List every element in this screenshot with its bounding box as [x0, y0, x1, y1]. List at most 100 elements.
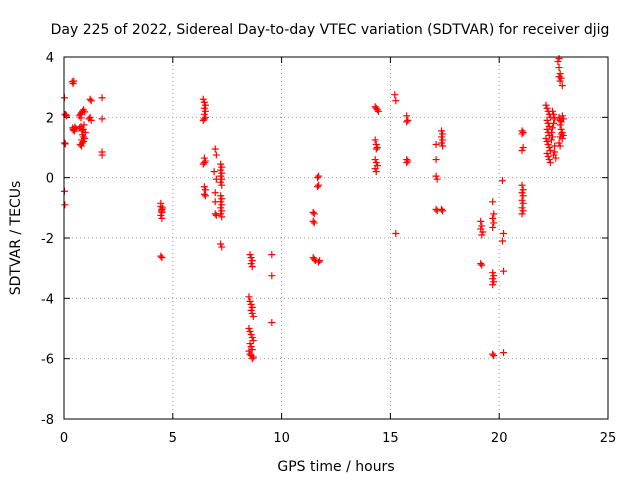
data-point: [218, 169, 226, 177]
data-point: [200, 183, 208, 191]
data-point: [542, 134, 550, 142]
data-point: [477, 260, 485, 268]
data-point: [489, 198, 497, 206]
data-point: [551, 148, 559, 156]
data-point: [247, 343, 255, 351]
data-point: [201, 107, 209, 115]
data-point: [211, 189, 219, 197]
data-point: [61, 140, 69, 148]
data-point: [432, 156, 440, 164]
data-point: [81, 108, 89, 116]
data-point: [490, 278, 498, 286]
data-point: [157, 211, 165, 219]
data-point: [200, 98, 208, 106]
data-point: [543, 104, 551, 112]
data-point: [80, 121, 88, 129]
data-point: [249, 353, 257, 361]
data-point: [217, 166, 225, 174]
data-point: [246, 328, 254, 336]
data-point: [217, 198, 225, 206]
data-point: [555, 64, 563, 72]
data-point: [218, 163, 226, 171]
data-point: [315, 258, 323, 266]
data-point: [211, 145, 219, 153]
data-point: [217, 172, 225, 180]
data-point: [373, 106, 381, 114]
data-point: [558, 134, 566, 142]
data-point: [246, 340, 254, 348]
data-point: [542, 101, 550, 109]
plot-border: [63, 56, 609, 420]
data-point: [518, 189, 526, 197]
y-tick-label: 0: [46, 172, 54, 187]
data-point: [247, 300, 255, 308]
data-point: [543, 125, 551, 133]
data-point: [200, 104, 208, 112]
data-points: [60, 55, 567, 363]
data-point: [78, 139, 86, 147]
data-point: [86, 113, 94, 121]
data-point: [547, 128, 555, 136]
data-point: [200, 115, 208, 123]
data-point: [210, 168, 218, 176]
data-point: [200, 190, 208, 198]
data-point: [309, 208, 317, 216]
data-point: [199, 160, 207, 168]
data-point: [249, 312, 257, 320]
data-point: [550, 119, 558, 127]
data-point: [62, 111, 70, 119]
data-point: [489, 269, 497, 277]
data-point: [545, 144, 553, 151]
data-point: [519, 192, 527, 200]
data-point: [201, 101, 209, 109]
data-point: [157, 202, 165, 210]
y-tick-label: 2: [46, 111, 54, 126]
y-tick-label: -6: [41, 353, 54, 368]
data-point: [247, 331, 255, 339]
data-point: [519, 144, 527, 151]
data-point: [403, 112, 411, 120]
data-point: [439, 130, 447, 138]
data-point: [558, 128, 566, 136]
data-point: [549, 107, 557, 115]
data-point: [489, 223, 497, 231]
data-point: [555, 55, 563, 63]
data-point: [217, 192, 225, 200]
data-point: [479, 228, 487, 236]
data-point: [550, 110, 558, 118]
data-point: [500, 267, 508, 275]
data-point: [246, 350, 254, 358]
data-point: [248, 309, 256, 317]
data-point: [309, 217, 317, 225]
data-point: [217, 210, 225, 218]
data-point: [391, 91, 399, 99]
data-point: [519, 186, 527, 194]
x-tick-label: 25: [600, 431, 617, 446]
data-point: [268, 318, 276, 326]
data-point: [217, 240, 225, 248]
data-point: [247, 254, 255, 262]
data-point: [70, 77, 78, 85]
data-point: [316, 257, 324, 265]
data-point: [98, 94, 106, 102]
data-point: [78, 127, 86, 135]
data-point: [157, 207, 165, 215]
data-point: [556, 77, 564, 85]
data-point: [558, 112, 566, 120]
data-point: [518, 181, 526, 189]
data-point: [201, 192, 209, 200]
data-point: [69, 126, 77, 134]
data-point: [478, 231, 486, 239]
data-point: [404, 157, 412, 165]
data-point: [218, 195, 226, 203]
data-point: [490, 272, 498, 280]
data-point: [518, 147, 526, 155]
data-point: [310, 255, 318, 263]
data-point: [68, 78, 76, 86]
data-point: [371, 156, 379, 164]
data-point: [372, 159, 380, 167]
x-axis-label: GPS time / hours: [277, 459, 394, 475]
data-point: [478, 261, 486, 269]
data-point: [438, 205, 446, 213]
data-point: [549, 124, 557, 132]
